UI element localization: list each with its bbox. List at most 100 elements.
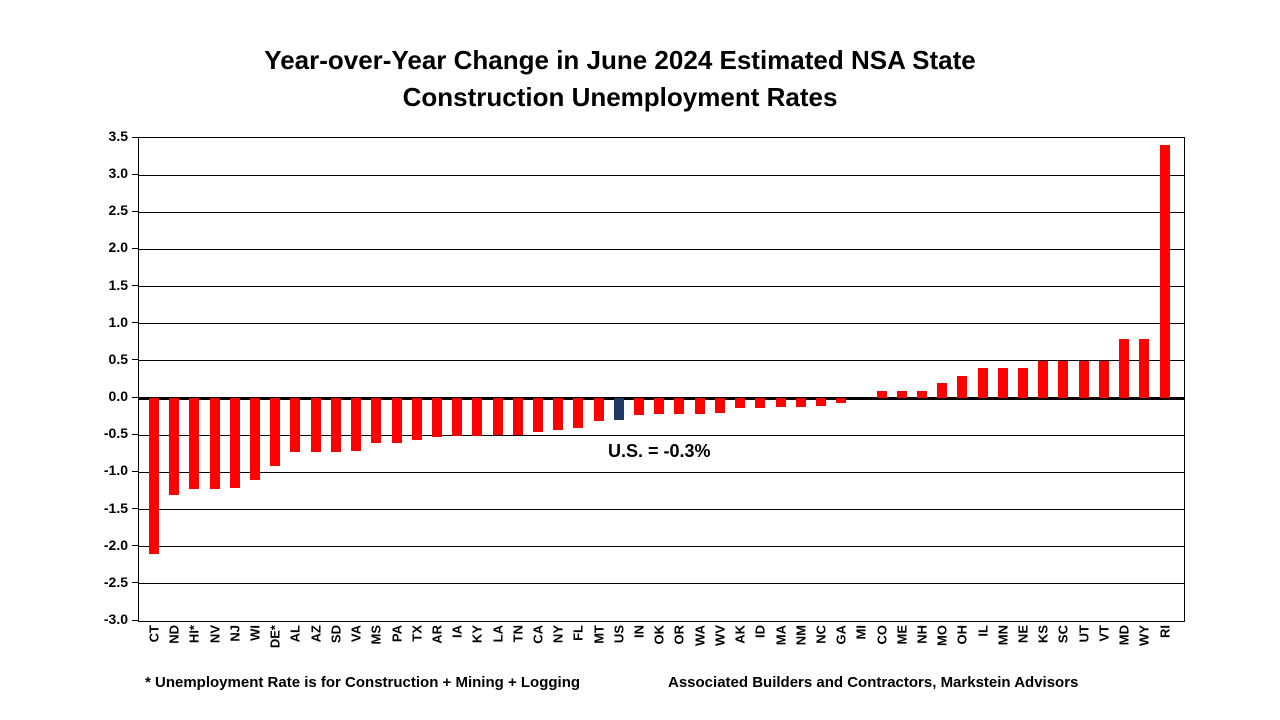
x-axis-label-IL: IL	[975, 625, 991, 637]
bar-AL	[290, 398, 301, 452]
x-axis-label-VA: VA	[348, 625, 364, 643]
y-axis-tick-mark	[132, 396, 138, 398]
gridline--1.5	[139, 509, 1184, 511]
y-axis-tick-mark	[132, 173, 138, 175]
x-axis-label-TX: TX	[409, 625, 425, 642]
bar-NJ	[229, 398, 240, 488]
y-axis-tick-mark	[132, 359, 138, 361]
x-axis-label-SD: SD	[328, 625, 344, 644]
gridline-1.5	[139, 286, 1184, 288]
x-axis-label-NM: NM	[793, 625, 809, 646]
y-axis-tick-mark	[132, 247, 138, 249]
bar-TN	[512, 398, 523, 436]
chart-title-line2: Construction Unemployment Rates	[402, 82, 838, 112]
bar-LA	[492, 398, 503, 436]
x-axis-label-KS: KS	[1035, 625, 1051, 644]
bar-VT	[1098, 360, 1109, 399]
y-axis-tick-label--0.5: -0.5	[103, 425, 128, 442]
x-axis-label-OH: OH	[954, 625, 970, 645]
x-axis-label-WY: WY	[1136, 625, 1152, 646]
x-axis-label-KY: KY	[469, 625, 485, 644]
us-value-annotation: U.S. = -0.3%	[608, 441, 711, 461]
y-axis-tick-label-2.5: 2.5	[108, 202, 128, 219]
y-axis-tick-mark	[132, 322, 138, 324]
chart-title: Year-over-Year Change in June 2024 Estim…	[0, 42, 1240, 116]
x-axis-label-AL: AL	[287, 625, 303, 643]
bar-MD	[1119, 338, 1130, 399]
x-axis-label-ID: ID	[752, 625, 768, 638]
bar-AK	[735, 398, 746, 408]
bar-FL	[573, 398, 584, 428]
x-axis-label-SC: SC	[1055, 625, 1071, 644]
bar-NC	[815, 398, 826, 407]
bar-ND	[169, 398, 180, 495]
bar-KY	[472, 398, 483, 436]
x-axis-label-WV: WV	[712, 625, 728, 646]
x-axis-label-ME: ME	[894, 625, 910, 645]
bar-MO	[937, 383, 948, 399]
x-axis-label-MD: MD	[1116, 625, 1132, 646]
gridline-2.5	[139, 211, 1184, 213]
gridline-2.0	[139, 248, 1184, 250]
y-axis-tick-label--3.0: -3.0	[103, 611, 128, 627]
bar-ME	[896, 390, 907, 399]
bar-MT	[593, 398, 604, 422]
y-axis-tick-mark	[132, 285, 138, 287]
bar-SD	[330, 398, 341, 452]
y-axis-tick-mark	[132, 582, 138, 584]
x-axis-label-NJ: NJ	[227, 625, 243, 642]
y-axis-tick-label-3.0: 3.0	[108, 165, 128, 182]
gridline--2.5	[139, 583, 1184, 585]
x-axis-label-AK: AK	[732, 625, 748, 644]
bar-IL	[977, 368, 988, 399]
x-axis-label-PA: PA	[389, 625, 405, 643]
y-axis-tick-label-3.5: 3.5	[108, 128, 128, 144]
x-axis-label-RI: RI	[1157, 625, 1172, 638]
footnote-source-attribution: Associated Builders and Contractors, Mar…	[668, 674, 1079, 691]
x-axis-label-IA: IA	[449, 625, 465, 638]
x-axis-label-TN: TN	[510, 625, 526, 643]
x-axis-label-OR: OR	[671, 625, 687, 645]
bar-US	[613, 398, 624, 421]
x-axis-label-CT: CT	[146, 625, 162, 643]
gridline--2.0	[139, 546, 1184, 548]
y-axis-tick-label-0.5: 0.5	[108, 350, 128, 367]
bar-OR	[674, 398, 685, 415]
x-axis-label-ND: ND	[166, 625, 182, 644]
bar-MN	[997, 368, 1008, 399]
x-axis-label-AR: AR	[429, 625, 445, 644]
bar-MA	[775, 398, 786, 407]
x-axis-label-NC: NC	[813, 625, 829, 644]
x-axis-label-MS: MS	[368, 625, 384, 645]
y-axis-tick-mark	[132, 470, 138, 472]
x-axis-label-MO: MO	[934, 625, 950, 646]
bar-MS	[371, 398, 382, 444]
bar-HI	[189, 398, 200, 490]
y-axis-tick-mark	[132, 433, 138, 435]
x-axis-label-IN: IN	[631, 625, 647, 638]
bar-CO	[876, 390, 887, 399]
y-axis-tick-mark	[132, 619, 138, 621]
bar-KS	[1038, 360, 1049, 399]
y-axis-tick-label--2.0: -2.0	[103, 536, 128, 553]
x-axis-label-HI: HI*	[186, 625, 202, 644]
plot-area	[138, 137, 1185, 622]
bar-GA	[836, 398, 847, 404]
x-axis-label-GA: GA	[833, 625, 849, 645]
bar-UT	[1078, 360, 1089, 399]
x-axis-label-DE: DE*	[267, 625, 283, 649]
y-axis-tick-label-2.0: 2.0	[108, 239, 128, 256]
bar-NM	[795, 398, 806, 407]
x-axis-label-US: US	[611, 625, 627, 644]
bar-OH	[957, 375, 968, 399]
y-axis-tick-mark	[132, 210, 138, 212]
x-axis-label-MT: MT	[591, 625, 607, 644]
x-axis-label-NE: NE	[1015, 625, 1031, 644]
bar-NH	[916, 390, 927, 399]
x-axis-label-CA: CA	[530, 625, 546, 644]
y-axis-tick-mark	[132, 136, 138, 138]
y-axis-tick-label-1.5: 1.5	[108, 276, 128, 293]
bar-RI	[1159, 145, 1170, 399]
x-axis-label-NY: NY	[550, 625, 566, 644]
